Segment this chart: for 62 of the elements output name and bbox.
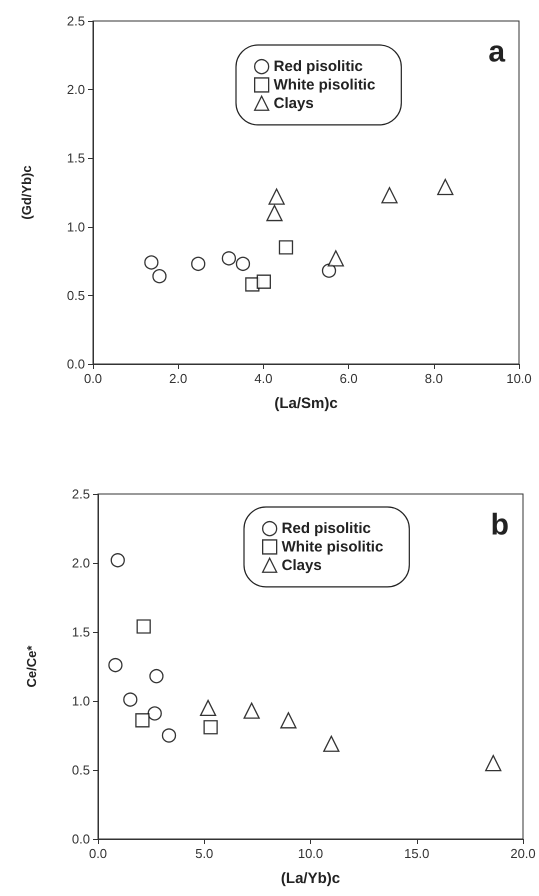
y-tick-label: 0.5 bbox=[72, 762, 90, 778]
point bbox=[268, 188, 285, 205]
x-tick-label: 10.0 bbox=[298, 846, 324, 861]
x-tick-label: 8.0 bbox=[424, 371, 443, 386]
point bbox=[266, 204, 283, 222]
y-tick-label: 2.5 bbox=[66, 14, 85, 28]
point bbox=[162, 728, 176, 743]
x-tick-label: 20.0 bbox=[510, 846, 536, 861]
y-tick-label: 0.0 bbox=[66, 356, 85, 372]
x-tick-label: 0.0 bbox=[88, 846, 108, 861]
y-tick-label: 1.5 bbox=[72, 624, 90, 640]
legend-label: Clays bbox=[274, 94, 314, 112]
point bbox=[152, 269, 167, 284]
y-tick-label: 2.0 bbox=[72, 556, 90, 570]
annotation: b bbox=[490, 508, 510, 542]
point bbox=[222, 251, 236, 266]
point bbox=[191, 256, 206, 271]
point bbox=[256, 274, 271, 289]
point bbox=[149, 669, 164, 684]
x-tick-label: 15.0 bbox=[404, 846, 430, 861]
point bbox=[148, 706, 162, 721]
y-tick-label: 1.0 bbox=[66, 219, 85, 234]
y-axis-title: (Gd/Yb)c bbox=[19, 165, 34, 220]
legend-label: White pisolitic bbox=[282, 538, 384, 556]
point bbox=[243, 702, 260, 719]
annotation: a bbox=[488, 36, 506, 68]
legend-label: White pisolitic bbox=[274, 76, 376, 94]
x-tick-label: 10.0 bbox=[506, 371, 532, 386]
x-tick-label: 4.0 bbox=[254, 371, 272, 386]
y-tick-label: 1.0 bbox=[72, 694, 90, 708]
point bbox=[203, 720, 218, 734]
point bbox=[485, 754, 502, 772]
y-tick-label: 2.0 bbox=[66, 82, 85, 98]
point bbox=[110, 553, 125, 568]
x-tick-label: 5.0 bbox=[195, 846, 214, 861]
x-tick-label: 0.0 bbox=[84, 371, 102, 386]
y-tick-label: 1.5 bbox=[66, 150, 85, 166]
point bbox=[108, 658, 123, 672]
y-tick-label: 0.0 bbox=[72, 832, 90, 846]
point bbox=[136, 619, 151, 634]
point bbox=[323, 736, 340, 752]
x-tick-label: 6.0 bbox=[340, 371, 358, 386]
point bbox=[328, 250, 344, 267]
point bbox=[280, 712, 297, 728]
y-tick-label: 2.5 bbox=[72, 486, 90, 502]
y-axis-title: Ce/Ce* bbox=[24, 644, 39, 688]
point bbox=[123, 692, 138, 707]
x-axis-title: (La/Sm)c bbox=[274, 395, 338, 412]
point bbox=[437, 178, 454, 196]
x-tick-label: 2.0 bbox=[169, 371, 188, 386]
legend-label: Red pisolitic bbox=[282, 520, 371, 538]
point bbox=[144, 255, 159, 270]
point bbox=[322, 264, 336, 278]
point bbox=[200, 700, 216, 716]
point bbox=[278, 240, 294, 255]
legend-label: Clays bbox=[282, 556, 322, 574]
y-tick-label: 0.5 bbox=[66, 288, 85, 303]
x-axis-title: (La/Yb)c bbox=[280, 870, 340, 887]
point bbox=[381, 187, 398, 204]
legend-label: Red pisolitic bbox=[274, 58, 363, 76]
point bbox=[236, 256, 250, 271]
point bbox=[135, 713, 150, 728]
